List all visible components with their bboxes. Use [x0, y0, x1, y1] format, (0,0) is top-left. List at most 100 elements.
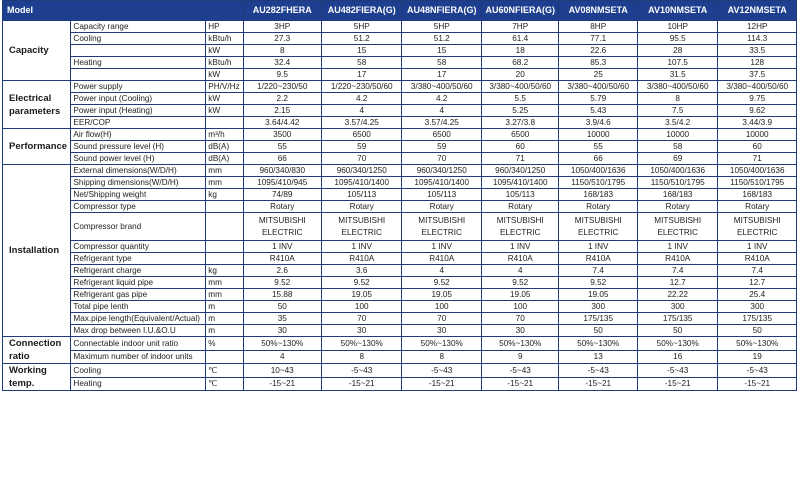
value-cell: 128 — [717, 56, 797, 69]
value-cell: 1 INV — [480, 240, 560, 253]
value-cell: 1050/400/1636 — [636, 164, 719, 177]
value-cell: 71 — [717, 152, 797, 165]
value-cell: 1 INV — [717, 240, 797, 253]
value-cell: -5~43 — [717, 363, 797, 378]
value-cell: 17 — [401, 68, 482, 81]
table-row: Power input (Heating) kW 2.15 4 4 5.25 5.43 7.5… — [3, 104, 797, 117]
parameter-name: Refrigerant liquid pipe — [70, 276, 207, 289]
value-cell: 15 — [320, 44, 403, 57]
value-cell: Rotary — [717, 200, 797, 213]
value-cell: R410A — [717, 252, 797, 265]
value-cell: 10000 — [558, 128, 638, 141]
value-cell: 19.05 — [401, 288, 482, 301]
table-row: Shipping dimensions(W/D/H) mm 1095/410/945… — [3, 176, 797, 189]
table-row: Total pipe lenth m 50 100 100 100 300 300 300 — [3, 300, 797, 313]
value-cell: -5~43 — [636, 363, 719, 378]
value-cell: 19.05 — [320, 288, 403, 301]
parameter-name: Compressor type — [70, 200, 207, 213]
value-cell: 9.75 — [717, 92, 797, 105]
value-cell: R410A — [320, 252, 403, 265]
value-cell: 85.3 — [558, 56, 638, 69]
value-cell: 7HP — [480, 20, 560, 33]
parameter-name: Max.pipe length(Equivalent/Actual) — [70, 312, 207, 325]
table-row: Power input (Cooling) kW 2.2 4.2 4.2 5.5 5.79 8… — [3, 92, 797, 105]
parameter-name: Shipping dimensions(W/D/H) — [70, 176, 207, 189]
unit-cell: kW — [205, 44, 244, 57]
value-cell: -5~43 — [558, 363, 638, 378]
value-cell: 22.6 — [558, 44, 638, 57]
unit-cell: m³/h — [205, 128, 244, 141]
unit-cell: mm — [205, 164, 244, 177]
unit-cell: mm — [205, 288, 244, 301]
unit-cell — [205, 240, 244, 253]
unit-cell — [205, 212, 244, 241]
value-cell: R410A — [636, 252, 719, 265]
parameter-name: Power input (Heating) — [70, 104, 207, 117]
value-cell: 27.3 — [242, 32, 322, 45]
table-row: Heating ℃ -15~21 -15~21 -15~21 -15~21 -15~21 -1… — [3, 376, 797, 391]
category-label: Working temp. — [1, 363, 72, 391]
category-label: Capacity — [1, 20, 72, 81]
unit-cell: kW — [205, 92, 244, 105]
spec-table: Model AU282FHERA AU482FIERA(G) AU48NFIER… — [1, 0, 797, 391]
value-cell: 70 — [320, 312, 403, 325]
value-cell: 9 — [480, 349, 560, 364]
model-col-1: AU282FHERA — [242, 0, 322, 21]
parameter-name: Capacity range — [70, 20, 207, 33]
value-cell: 4 — [401, 104, 482, 117]
value-cell: 1095/410/945 — [242, 176, 322, 189]
value-cell: MITSUBISHI ELECTRIC — [480, 212, 560, 241]
value-cell: 3.57/4.25 — [401, 116, 482, 129]
value-cell: -5~43 — [401, 363, 482, 378]
table-row: Sound power level (H) dB(A) 66 70 70 71 66 69 71 — [3, 152, 797, 165]
value-cell: 2.6 — [242, 264, 322, 277]
value-cell: 12HP — [717, 20, 797, 33]
value-cell: 8 — [636, 92, 719, 105]
value-cell: 8 — [401, 349, 482, 364]
value-cell: MITSUBISHI ELECTRIC — [717, 212, 797, 241]
unit-cell: m — [205, 324, 244, 337]
value-cell: 50%~130% — [320, 336, 403, 351]
value-cell: 1150/510/1795 — [636, 176, 719, 189]
value-cell: 50%~130% — [717, 336, 797, 351]
unit-cell: dB(A) — [205, 152, 244, 165]
value-cell: 168/183 — [558, 188, 638, 201]
value-cell: 4 — [242, 349, 322, 364]
unit-cell — [205, 349, 244, 364]
parameter-name: Net/Shipping weight — [70, 188, 207, 201]
parameter-name: External dimensions(W/D/H) — [70, 164, 207, 177]
parameter-name: Total pipe lenth — [70, 300, 207, 313]
table-row: EER/COP 3.64/4.42 3.57/4.25 3.57/4.25 3.27/3… — [3, 116, 797, 129]
value-cell: 3/380~400/50/60 — [717, 80, 797, 93]
value-cell: Rotary — [558, 200, 638, 213]
value-cell: 60 — [480, 140, 560, 153]
value-cell: 2.2 — [242, 92, 322, 105]
value-cell: 28 — [636, 44, 719, 57]
value-cell: 105/113 — [320, 188, 403, 201]
value-cell: 70 — [401, 312, 482, 325]
value-cell: 19 — [717, 349, 797, 364]
unit-cell — [205, 252, 244, 265]
value-cell: 5.25 — [480, 104, 560, 117]
table-row: kW 9.5 17 17 20 25 31.5 37.5 — [3, 68, 797, 81]
value-cell: 9.52 — [320, 276, 403, 289]
value-cell: 960/340/1250 — [401, 164, 482, 177]
value-cell: -15~21 — [558, 376, 638, 391]
parameter-name: Cooling — [70, 363, 207, 378]
value-cell: 3.6 — [320, 264, 403, 277]
value-cell: R410A — [242, 252, 322, 265]
value-cell: 19.05 — [558, 288, 638, 301]
unit-cell: mm — [205, 276, 244, 289]
parameter-name: Cooling — [70, 32, 207, 45]
value-cell: -15~21 — [401, 376, 482, 391]
value-cell: 5HP — [401, 20, 482, 33]
value-cell: 8 — [320, 349, 403, 364]
value-cell: 50%~130% — [480, 336, 560, 351]
value-cell: 30 — [320, 324, 403, 337]
value-cell: Rotary — [480, 200, 560, 213]
value-cell: -15~21 — [480, 376, 560, 391]
parameter-name — [70, 44, 207, 57]
value-cell: R410A — [401, 252, 482, 265]
unit-cell — [205, 200, 244, 213]
value-cell: 69 — [636, 152, 719, 165]
